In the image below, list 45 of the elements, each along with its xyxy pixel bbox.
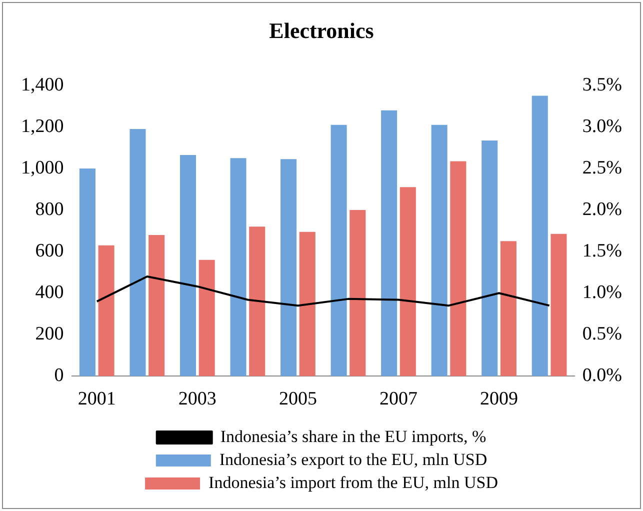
y2-tick-label: 0.5% [582, 324, 622, 345]
bar [299, 232, 316, 376]
bar [98, 245, 114, 376]
bar [79, 168, 96, 376]
legend-label: Indonesia’s export to the EU, mln USD [219, 450, 488, 469]
x-tick-label: 2009 [480, 388, 518, 410]
bar [280, 159, 297, 376]
y2-tick-label: 2.0% [582, 199, 622, 220]
bar [249, 226, 266, 376]
y-tick-label: 400 [35, 282, 64, 304]
bar [130, 129, 146, 376]
y-tick-label: 0 [54, 365, 64, 386]
bar [198, 260, 215, 376]
legend-label: Indonesia’s import from the EU, mln USD [208, 472, 498, 492]
y-tick-label: 600 [35, 240, 64, 262]
x-tick-label: 2001 [78, 388, 116, 410]
bar [381, 110, 398, 376]
bar [330, 124, 347, 376]
bar [350, 210, 366, 376]
y-tick-label: 1,400 [21, 74, 64, 96]
bar [532, 96, 548, 376]
bar [482, 140, 498, 376]
bar [400, 187, 416, 376]
bar [431, 124, 448, 376]
bar [550, 234, 567, 376]
x-tick-label: 2007 [379, 388, 418, 410]
bar [230, 158, 246, 376]
x-tick-label: 2005 [278, 388, 317, 410]
chart-title: Electronics [269, 18, 374, 43]
y-tick-label: 1,000 [21, 157, 64, 178]
y-tick-label: 200 [35, 324, 64, 345]
bar [450, 161, 466, 376]
bar [500, 241, 516, 376]
y2-tick-label: 1.5% [582, 240, 622, 262]
x-tick-label: 2003 [178, 388, 216, 410]
y2-tick-label: 3.0% [582, 116, 622, 137]
legend-label: Indonesia’s share in the EU imports, % [220, 426, 486, 446]
y-tick-label: 1,200 [21, 116, 64, 137]
bar [148, 234, 165, 376]
bar [180, 154, 196, 376]
y2-tick-label: 0.0% [582, 365, 622, 386]
y2-tick-label: 3.5% [582, 74, 622, 96]
y2-tick-label: 1.0% [582, 282, 622, 304]
y2-tick-label: 2.5% [582, 157, 622, 178]
y-tick-label: 800 [35, 199, 64, 220]
